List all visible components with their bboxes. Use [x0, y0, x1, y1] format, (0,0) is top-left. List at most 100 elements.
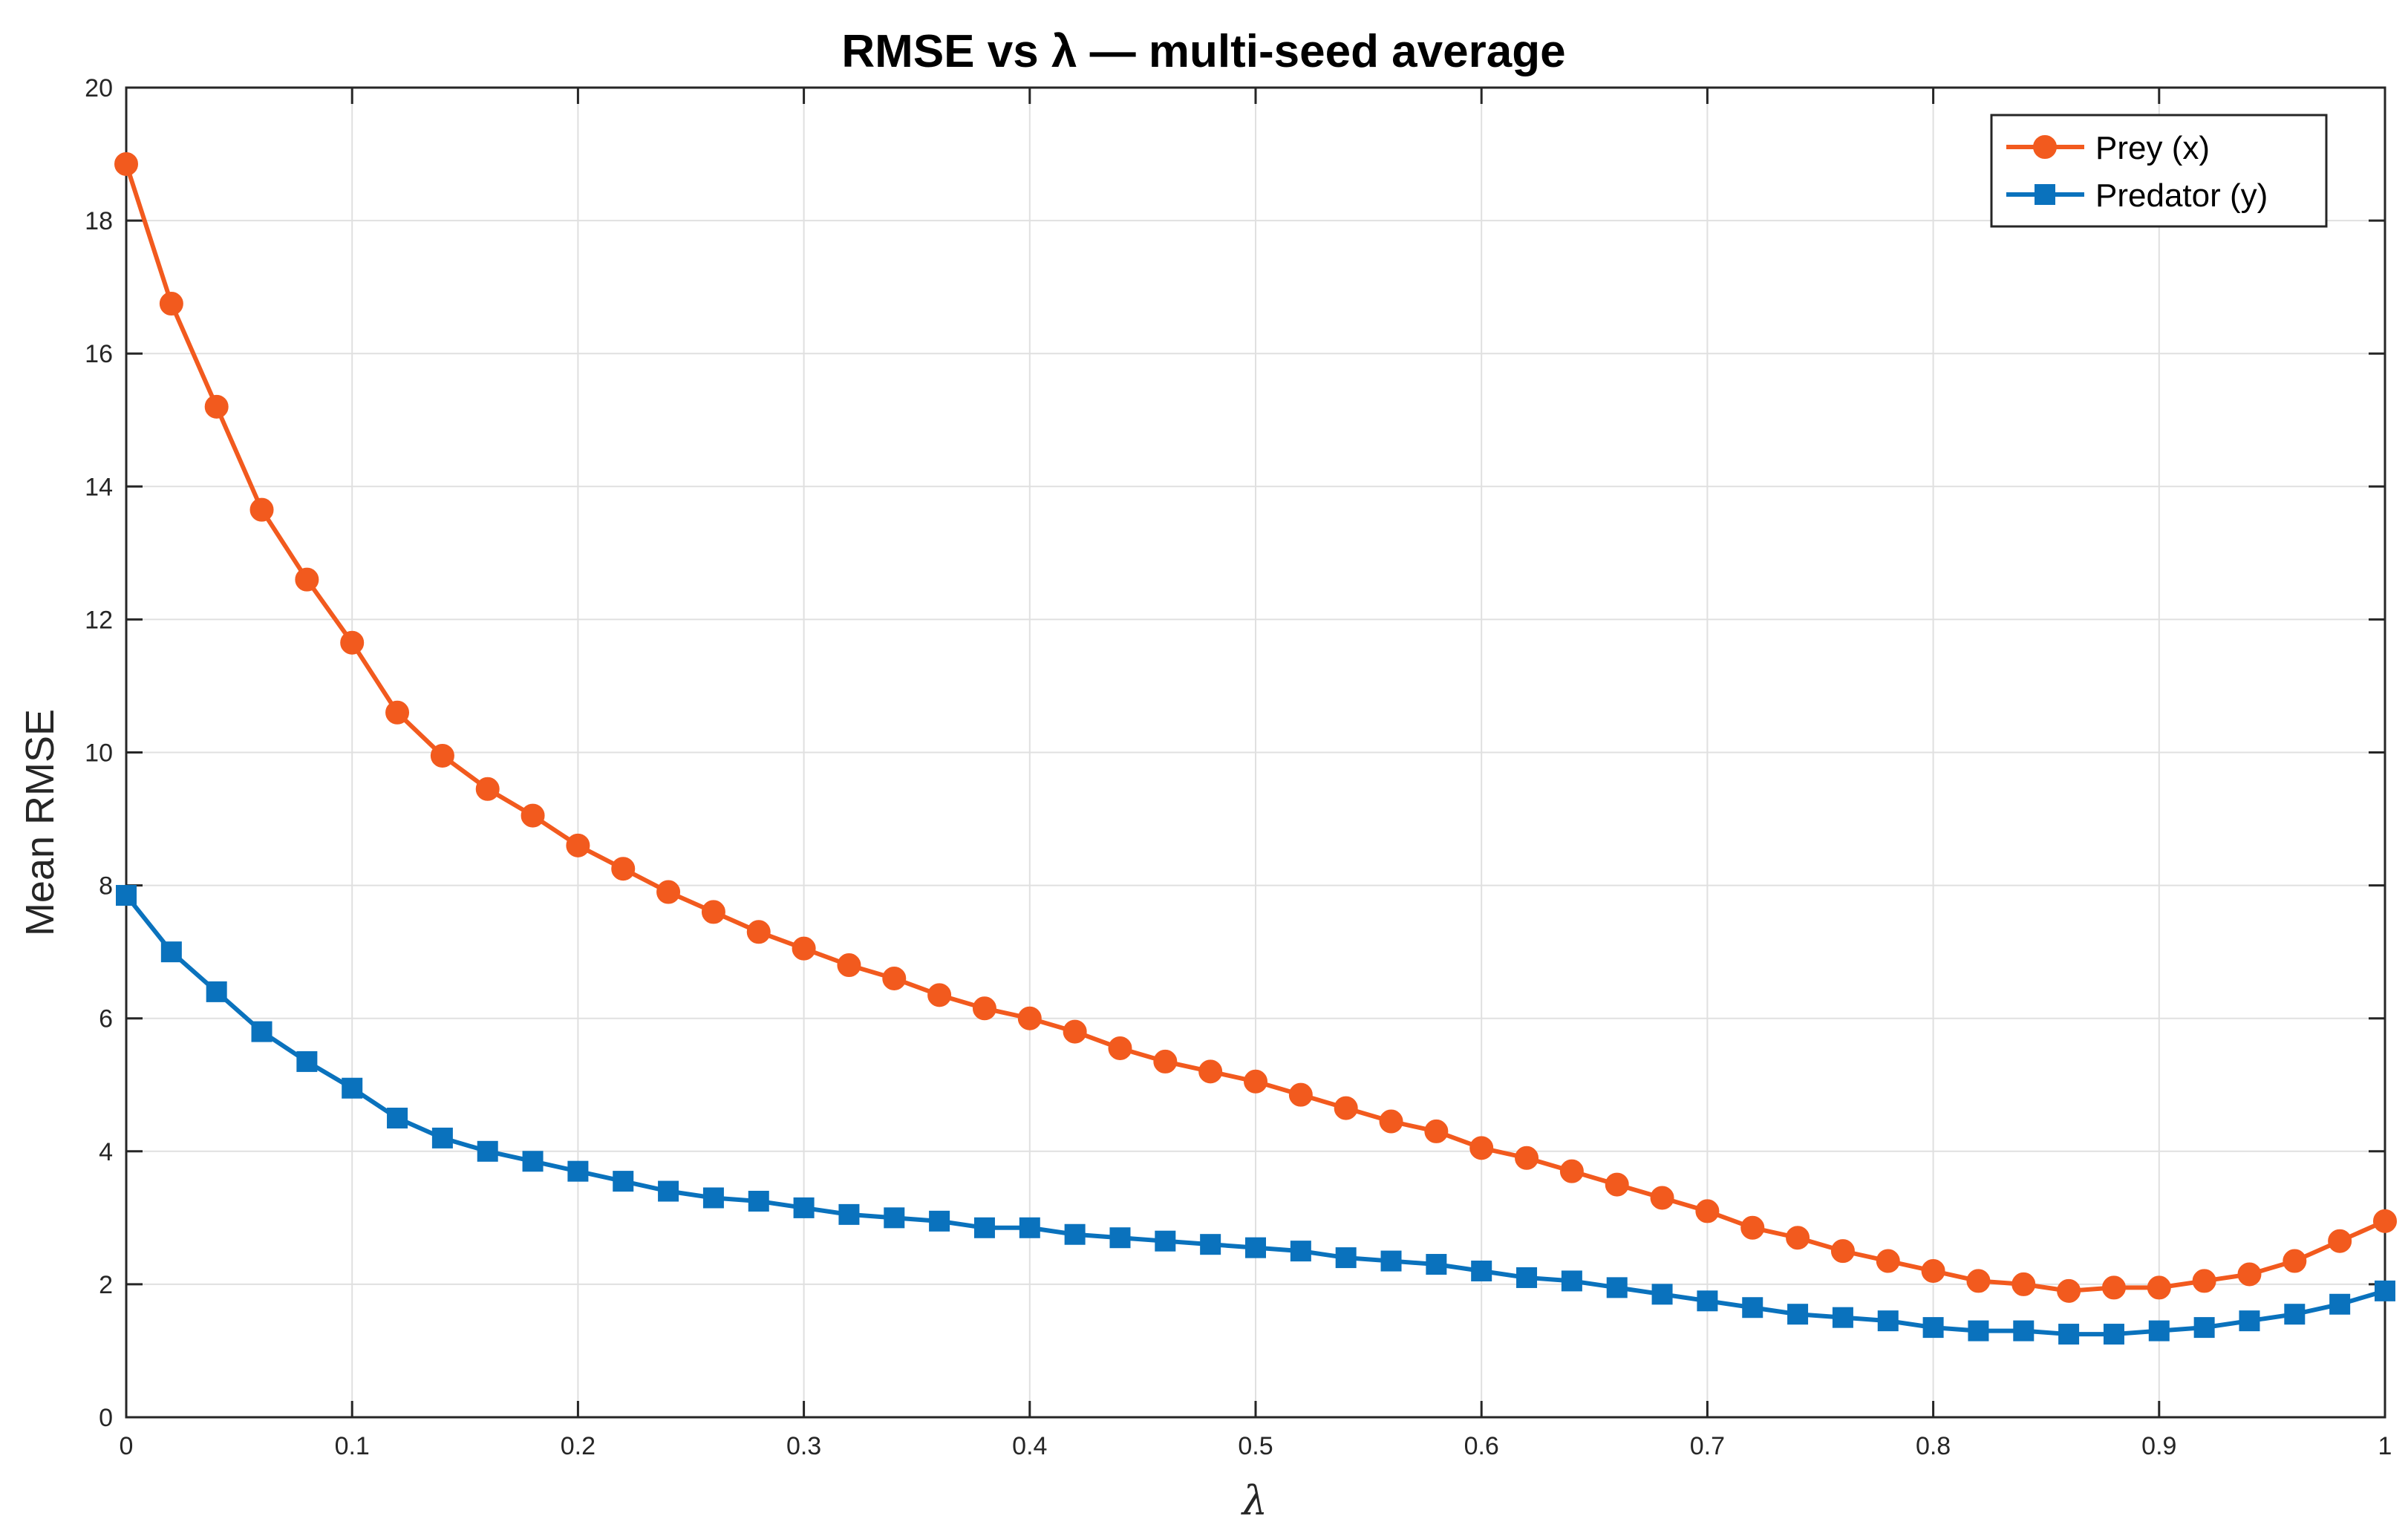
data-point-prey [249, 497, 274, 522]
y-tick-label: 20 [85, 74, 113, 102]
data-point-prey [1876, 1249, 1900, 1273]
data-point-predator [1426, 1254, 1447, 1275]
data-point-prey [1559, 1159, 1584, 1183]
data-point-predator [160, 941, 182, 963]
data-point-predator [1109, 1227, 1131, 1249]
x-tick-label: 0.1 [335, 1432, 370, 1460]
data-point-prey [611, 857, 636, 881]
legend-box [1990, 114, 2328, 228]
data-point-prey [385, 700, 410, 725]
data-point-prey [114, 151, 138, 176]
data-point-prey [566, 833, 590, 857]
legend: Prey (x) Predator (y) [1990, 114, 2328, 228]
series-prey [114, 151, 2397, 1303]
data-point-predator [1742, 1297, 1763, 1319]
data-point-prey [1153, 1049, 1178, 1074]
x-tick-label: 0.2 [561, 1432, 596, 1460]
data-point-prey [1424, 1119, 1449, 1143]
data-point-predator [1471, 1260, 1492, 1281]
data-point-predator [1561, 1270, 1582, 1292]
data-point-prey [882, 966, 907, 990]
data-point-prey [340, 630, 365, 655]
data-point-predator [1290, 1241, 1311, 1262]
data-point-prey [475, 777, 500, 801]
data-point-predator [2284, 1304, 2306, 1325]
y-tick-label: 18 [85, 207, 113, 235]
data-point-predator [2375, 1280, 2395, 1301]
data-point-prey [2283, 1249, 2307, 1273]
data-point-prey [1830, 1239, 1855, 1264]
data-point-predator [2058, 1324, 2080, 1345]
data-point-prey [1198, 1059, 1223, 1084]
y-tick-label: 10 [85, 739, 113, 768]
data-point-prey [1921, 1258, 1945, 1283]
x-tick-label: 1 [2378, 1432, 2392, 1460]
y-axis-label: Mean RMSE [18, 709, 62, 936]
data-point-prey [1108, 1036, 1132, 1060]
series-predator [116, 885, 2395, 1345]
x-tick-label: 0 [120, 1432, 134, 1460]
data-point-predator [1064, 1223, 1086, 1245]
data-point-predator [116, 885, 137, 906]
data-point-predator [431, 1127, 453, 1148]
y-tick-label: 8 [99, 872, 113, 901]
data-point-prey [2328, 1229, 2352, 1253]
data-point-prey [2057, 1278, 2081, 1303]
y-tick-label: 0 [99, 1404, 113, 1432]
data-point-prey [521, 803, 545, 828]
data-point-predator [1155, 1230, 1176, 1252]
data-point-prey [1469, 1136, 1494, 1160]
data-point-prey [1740, 1215, 1765, 1240]
series-layer [114, 151, 2397, 1345]
data-point-prey [1515, 1146, 1539, 1170]
data-point-prey [837, 953, 861, 978]
data-point-prey [1650, 1186, 1674, 1210]
data-point-predator [1877, 1310, 1899, 1332]
data-point-prey [1966, 1269, 1991, 1293]
x-tick-label: 0.6 [1464, 1432, 1499, 1460]
data-point-prey [972, 996, 996, 1021]
data-point-prey [746, 920, 771, 944]
data-point-predator [342, 1077, 363, 1099]
data-point-prey [2192, 1269, 2216, 1293]
data-point-prey [159, 292, 183, 316]
data-point-predator [387, 1108, 408, 1129]
data-point-predator [1651, 1284, 1673, 1305]
data-point-prey [2147, 1275, 2171, 1300]
data-point-predator [1380, 1250, 1402, 1272]
data-point-prey [927, 983, 952, 1007]
data-point-prey [1063, 1019, 1087, 1044]
data-point-predator [2193, 1317, 2215, 1339]
x-axis-label: λ [1241, 1477, 1267, 1524]
data-point-prey [430, 743, 454, 768]
data-point-predator [1697, 1290, 1718, 1312]
x-tick-label: 0.7 [1690, 1432, 1725, 1460]
data-point-predator [838, 1203, 860, 1225]
data-point-predator [793, 1197, 815, 1218]
data-point-prey [1786, 1226, 1810, 1250]
y-tick-label: 6 [99, 1005, 113, 1033]
data-point-prey [2011, 1272, 2036, 1296]
data-point-predator [1606, 1277, 1628, 1298]
data-point-predator [613, 1171, 634, 1192]
data-point-prey [2237, 1262, 2262, 1287]
y-tick-label: 16 [85, 340, 113, 368]
data-point-predator [206, 981, 227, 1002]
x-tick-label: 0.5 [1238, 1432, 1273, 1460]
data-point-predator [2103, 1324, 2124, 1345]
data-point-prey [204, 394, 229, 419]
data-point-predator [1019, 1217, 1040, 1238]
data-point-predator [973, 1217, 995, 1238]
data-point-prey [295, 567, 319, 592]
legend-label-predator: Predator (y) [2095, 177, 2268, 214]
data-point-prey [1334, 1096, 1358, 1120]
y-tick-label: 14 [85, 473, 113, 501]
data-point-predator [702, 1187, 724, 1209]
data-point-prey [2101, 1275, 2126, 1300]
x-tick-label: 0.4 [1012, 1432, 1047, 1460]
data-point-prey [792, 936, 816, 961]
data-point-prey [1379, 1109, 1403, 1134]
data-point-prey [1244, 1069, 1267, 1094]
data-point-predator [1335, 1247, 1357, 1269]
